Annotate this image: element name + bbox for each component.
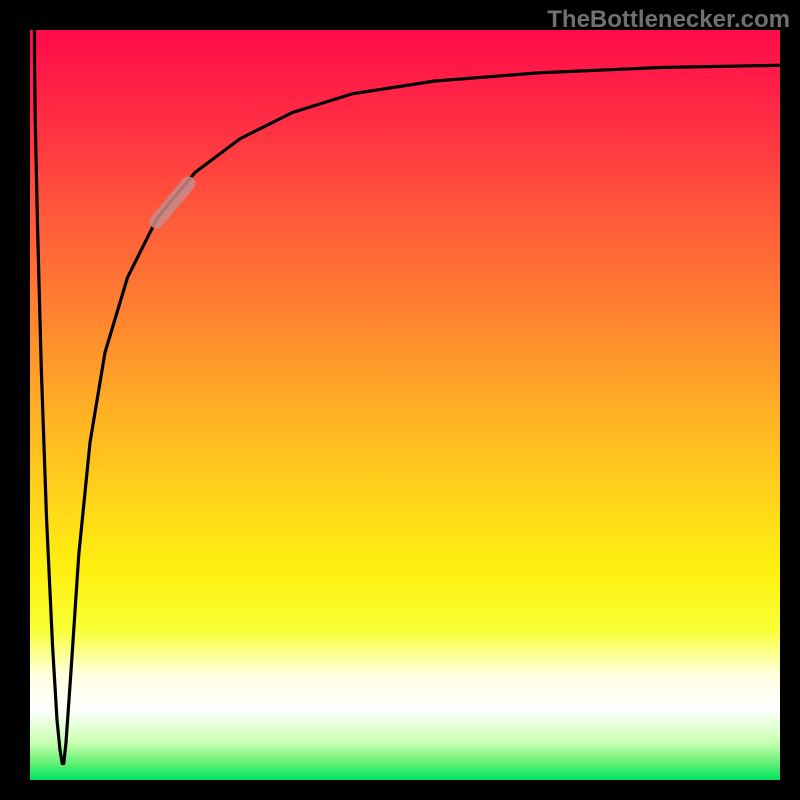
plot-background <box>30 30 780 780</box>
chart-container: TheBottlenecker.com <box>0 0 800 800</box>
bottleneck-chart <box>0 0 800 800</box>
